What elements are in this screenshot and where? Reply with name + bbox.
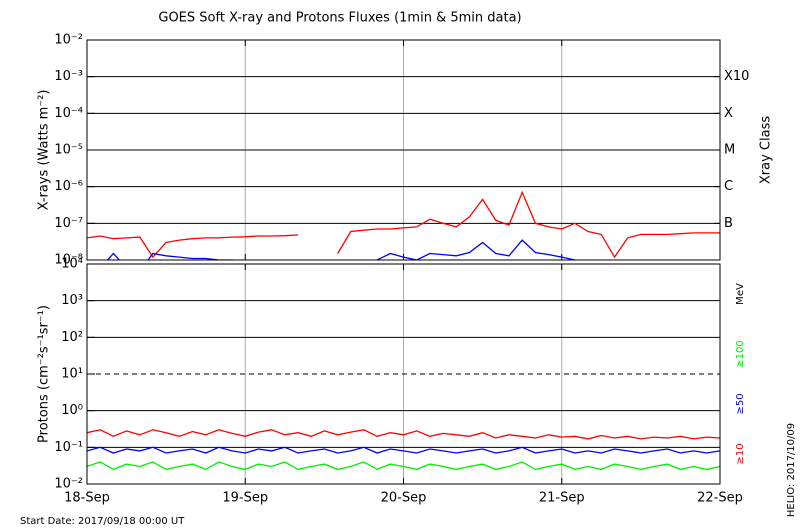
y-tick-label: 10⁻⁷ [54, 216, 83, 231]
series-line [87, 429, 720, 440]
right-axis-label: Xray Class [759, 116, 774, 184]
unit-label: MeV [735, 283, 746, 305]
class-label: C [724, 179, 733, 194]
series-line [87, 461, 720, 471]
plot-frame [86, 39, 721, 261]
x-tick-label: 21-Sep [539, 491, 585, 506]
class-label: B [724, 216, 733, 231]
y-axis-label: Protons (cm⁻²s⁻¹sr⁻¹) [37, 305, 52, 443]
helio-date: HELIO: 2017/10/09 [786, 423, 797, 517]
series-group [87, 190, 720, 260]
legend-entry: ≥50 [735, 393, 746, 414]
plot-frame [86, 263, 721, 485]
y-tick-label: 10⁻⁶ [54, 179, 83, 194]
x-tick-label: 20-Sep [381, 491, 427, 506]
legend-entry: ≥100 [735, 340, 746, 367]
y-tick-label: 10⁻² [54, 477, 83, 492]
x-tick-label: 22-Sep [697, 491, 743, 506]
y-tick-label: 10⁻¹ [54, 440, 83, 455]
chart-title: GOES Soft X-ray and Protons Fluxes (1min… [158, 11, 521, 26]
x-tick-label: 18-Sep [64, 491, 110, 506]
start-date: Start Date: 2017/09/18 00:00 UT [20, 516, 185, 527]
y-tick-label: 10⁻⁴ [54, 106, 83, 121]
series-line [87, 190, 720, 259]
legend-entry: ≥10 [735, 443, 746, 464]
y-tick-label: 10⁻⁵ [54, 143, 83, 158]
y-tick-label: 10⁻⁸ [54, 253, 83, 268]
class-label: X10 [724, 69, 749, 84]
y-tick-label: 10⁻³ [54, 69, 83, 84]
y-tick-label: 10⁻² [54, 33, 83, 48]
x-tick-label: 19-Sep [222, 491, 268, 506]
series-line [106, 239, 578, 260]
y-tick-label: 10⁴ [61, 257, 83, 272]
y-axis-label: X-rays (Watts m⁻²) [37, 90, 52, 211]
y-tick-label: 10² [61, 330, 83, 345]
class-label: M [724, 143, 735, 158]
series-line [87, 446, 720, 454]
y-tick-label: 10⁰ [61, 403, 83, 418]
series-group [87, 429, 720, 471]
y-tick-label: 10³ [61, 293, 83, 308]
class-label: X [724, 106, 733, 121]
y-tick-label: 10¹ [61, 367, 83, 382]
